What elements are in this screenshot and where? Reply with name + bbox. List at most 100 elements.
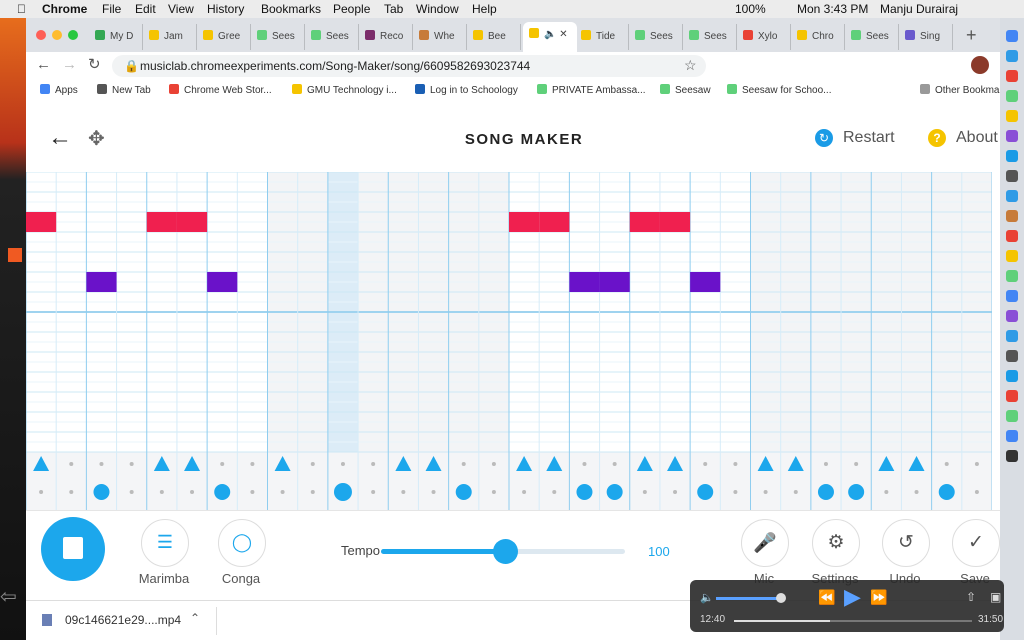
dock-icon[interactable] — [1006, 150, 1018, 162]
play-button[interactable] — [41, 517, 105, 581]
minimize-window[interactable] — [52, 30, 62, 40]
dock-icon[interactable] — [1006, 310, 1018, 322]
dock-icon[interactable] — [1006, 270, 1018, 282]
menu-item[interactable]: Window — [416, 2, 459, 16]
control-button[interactable]: ⚙ — [812, 519, 860, 567]
volume-slider[interactable] — [716, 597, 780, 600]
tab[interactable]: Sees — [845, 24, 899, 50]
restart-icon[interactable]: ↻ — [815, 129, 833, 147]
dock-icon[interactable] — [1006, 350, 1018, 362]
tempo-thumb[interactable] — [493, 539, 518, 564]
tab[interactable]: Tide — [575, 24, 629, 50]
menu-item[interactable]: File — [102, 2, 122, 16]
drum-circle — [93, 484, 110, 500]
instrument-button[interactable]: ◯ — [218, 519, 266, 567]
dock-icon[interactable] — [1006, 370, 1018, 382]
about-button[interactable]: About — [956, 129, 998, 146]
dock-icon[interactable] — [1006, 330, 1018, 342]
tab[interactable]: Sees — [683, 24, 737, 50]
new-tab-button[interactable]: + — [966, 25, 977, 45]
tab[interactable]: Whe — [413, 24, 467, 50]
bookmark[interactable]: Seesaw — [654, 84, 711, 96]
bookmark-star[interactable]: ☆ — [684, 57, 697, 73]
dock-icon[interactable] — [1006, 290, 1018, 302]
dock-icon[interactable] — [1006, 230, 1018, 242]
rewind-button[interactable]: ⏪ — [818, 589, 836, 605]
menu-item[interactable]: History — [207, 2, 245, 16]
address-bar[interactable]: 🔒 musiclab.chromeexperiments.com/Song-Ma… — [112, 55, 706, 77]
tab[interactable]: Sees — [251, 24, 305, 50]
tempo-value[interactable]: 100 — [648, 544, 670, 559]
dock-icon[interactable] — [1006, 50, 1018, 62]
bookmark[interactable]: Apps — [34, 84, 78, 96]
tab[interactable]: Chro — [791, 24, 845, 50]
dock-icon[interactable] — [1006, 190, 1018, 202]
profile-avatar[interactable] — [971, 56, 989, 74]
pip-button[interactable]: ▣ — [990, 590, 1002, 604]
play-video-button[interactable]: ▶ — [844, 584, 861, 609]
dock-icon[interactable] — [1006, 430, 1018, 442]
reload-button[interactable]: ↻ — [88, 56, 101, 73]
dock-icon[interactable] — [1006, 390, 1018, 402]
dock-icon[interactable] — [1006, 210, 1018, 222]
dock-icon[interactable] — [1006, 410, 1018, 422]
tab[interactable]: Sees — [629, 24, 683, 50]
bookmark[interactable]: PRIVATE Ambassa... — [531, 84, 646, 96]
drum-dot — [974, 490, 979, 494]
move-icon[interactable]: ✥ — [88, 128, 105, 150]
bookmark[interactable]: New Tab — [91, 84, 151, 96]
download-file[interactable]: 09c146621e29....mp4 — [65, 613, 182, 627]
back-arrow[interactable]: ← — [48, 124, 72, 151]
zoom-window[interactable] — [68, 30, 78, 40]
menu-item[interactable]: People — [333, 2, 371, 16]
side-arrow[interactable]: ⇦ — [0, 586, 17, 608]
note-grid[interactable] — [26, 172, 992, 510]
bookmark[interactable]: GMU Technology i... — [286, 84, 397, 96]
tab[interactable]: Jam — [143, 24, 197, 50]
volume-icon[interactable]: 🔈 — [700, 592, 714, 604]
menu-item[interactable]: View — [168, 2, 194, 16]
menu-item[interactable]: Bookmarks — [261, 2, 322, 16]
dock-icon[interactable] — [1006, 90, 1018, 102]
menu-item[interactable]: Tab — [384, 2, 404, 16]
forward-button[interactable]: ⏩ — [870, 589, 888, 605]
apple-menu[interactable]:  — [17, 2, 26, 16]
control-button[interactable]: 🎤 — [741, 519, 789, 567]
tab[interactable]: Reco — [359, 24, 413, 50]
control-button[interactable]: ✓ — [952, 519, 1000, 567]
menu-item[interactable]: Help — [472, 2, 497, 16]
close-window[interactable] — [36, 30, 46, 40]
active-tab[interactable]: 🔈 ✕ — [523, 22, 577, 52]
tab[interactable]: Bee — [467, 24, 521, 50]
dock-icon[interactable] — [1006, 70, 1018, 82]
bookmark[interactable]: Chrome Web Stor... — [163, 84, 272, 96]
app-menu[interactable]: Chrome — [42, 2, 88, 16]
tab[interactable]: Gree — [197, 24, 251, 50]
dock-icon[interactable] — [1006, 250, 1018, 262]
tab[interactable]: Sing — [899, 24, 953, 50]
instrument-button[interactable]: ☰ — [141, 519, 189, 567]
volume-thumb[interactable] — [776, 593, 786, 603]
progress-track[interactable] — [734, 620, 972, 622]
dock-icon[interactable] — [1006, 110, 1018, 122]
tab[interactable]: Xylo — [737, 24, 791, 50]
dock-icon[interactable] — [1006, 30, 1018, 42]
dock-icon[interactable] — [1006, 450, 1018, 462]
menu-item[interactable]: Edit — [135, 2, 156, 16]
dock-icon[interactable] — [1006, 170, 1018, 182]
download-menu[interactable]: ⌃ — [190, 611, 201, 625]
drum-triangle — [274, 456, 291, 471]
dock-icon[interactable] — [1006, 130, 1018, 142]
tab[interactable]: Sees — [305, 24, 359, 50]
bookmark[interactable]: Seesaw for Schoo... — [721, 84, 832, 96]
back-button[interactable]: ← — [36, 56, 51, 73]
other-bookmarks[interactable]: Other Bookmar — [914, 84, 1003, 96]
bookmark[interactable]: Log in to Schoology — [409, 84, 518, 96]
forward-button[interactable]: → — [62, 56, 77, 73]
control-button[interactable]: ↺ — [882, 519, 930, 567]
user-name[interactable]: Manju Durairaj — [880, 2, 959, 16]
restart-button[interactable]: Restart — [843, 129, 895, 146]
share-button[interactable]: ⇧ — [966, 590, 977, 604]
tab[interactable]: My D — [89, 24, 143, 50]
about-icon[interactable]: ? — [928, 129, 946, 147]
